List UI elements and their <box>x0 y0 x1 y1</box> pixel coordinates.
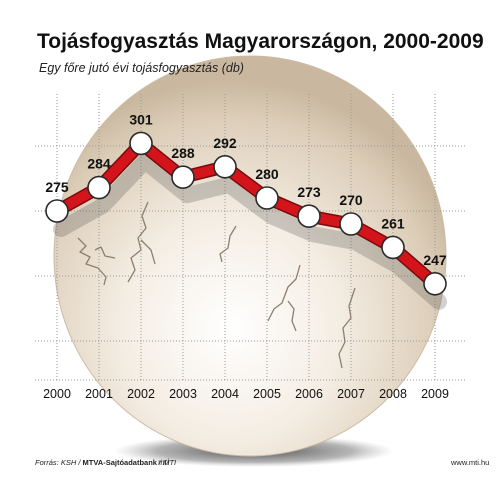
data-point-2002 <box>129 131 153 156</box>
data-point-2001 <box>87 175 111 200</box>
data-label-2001: 284 <box>87 156 111 172</box>
x-axis-ticks: 2000 2001 2002 2003 2004 2005 2006 2007 2008 2009 <box>43 387 449 401</box>
x-tick-label-2008: 2008 <box>379 387 407 401</box>
data-labels-group: 275 284 301 288 292 280 273 270 261 247 <box>45 111 447 267</box>
x-tick-label-2006: 2006 <box>295 387 323 401</box>
chart-title: Tojásfogyasztás Magyarországon, 2000-200… <box>37 30 484 53</box>
x-tick-label-2003: 2003 <box>169 387 197 401</box>
data-point-2008 <box>381 235 405 260</box>
x-tick-label-2007: 2007 <box>337 387 365 401</box>
data-label-2007: 270 <box>339 192 363 208</box>
data-point-2004 <box>213 155 237 179</box>
series-line <box>52 138 440 289</box>
data-label-2004: 292 <box>213 135 237 151</box>
series-line-group <box>50 136 442 291</box>
markers-group <box>45 131 447 296</box>
chart-subtitle: Egy főre jutó évi tojásfogyasztás (db) <box>39 61 244 75</box>
data-point-2006 <box>297 204 321 228</box>
data-point-2000 <box>45 199 69 223</box>
series-shadow <box>53 153 447 310</box>
data-point-2007 <box>339 212 363 236</box>
website-url: www.mti.hu <box>450 458 489 467</box>
source-note: Forrás: KSH / MTVA-Sajtóadatbank / MTI <box>35 458 176 467</box>
data-label-2009: 247 <box>423 252 447 268</box>
data-label-2000: 275 <box>45 179 69 195</box>
data-label-2002: 301 <box>129 111 153 127</box>
x-tick-label-2009: 2009 <box>421 387 449 401</box>
data-point-2005 <box>255 186 279 210</box>
x-tick-label-2000: 2000 <box>43 387 71 401</box>
data-label-2003: 288 <box>171 145 195 161</box>
data-label-2005: 280 <box>255 166 279 182</box>
data-point-2003 <box>171 165 195 189</box>
data-label-2008: 261 <box>381 215 405 231</box>
mti-logo: mti <box>158 457 170 467</box>
x-tick-label-2002: 2002 <box>127 387 155 401</box>
egg-cracks <box>77 201 356 369</box>
line-shadow <box>53 153 447 310</box>
x-tick-label-2004: 2004 <box>211 387 239 401</box>
data-point-2009 <box>423 271 447 296</box>
x-tick-label-2005: 2005 <box>253 387 281 401</box>
data-label-2006: 273 <box>297 184 321 200</box>
x-tick-label-2001: 2001 <box>85 387 113 401</box>
